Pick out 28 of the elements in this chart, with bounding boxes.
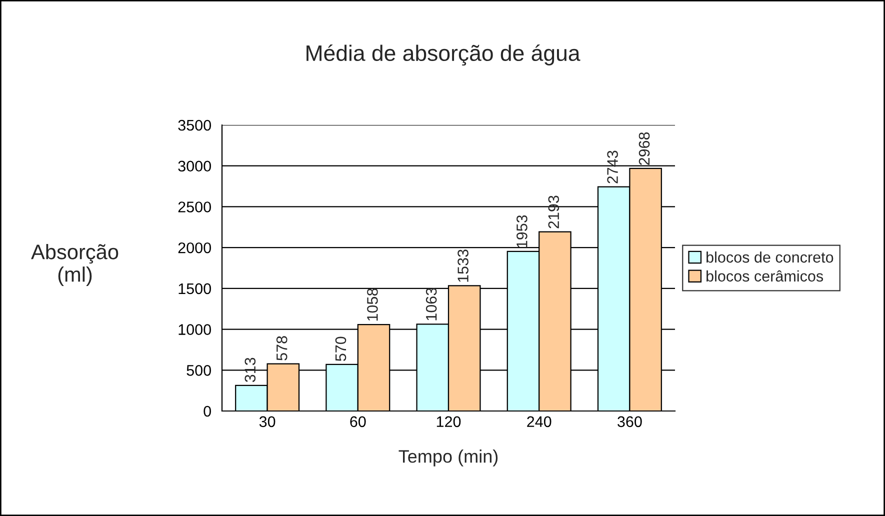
legend-label: blocos de concreto — [706, 251, 834, 263]
data-label: 570 — [335, 336, 346, 362]
y-tick-label: 3500 — [178, 120, 211, 131]
x-tick-label: 30 — [259, 416, 276, 428]
data-label: 2193 — [548, 196, 560, 228]
data-label: 1063 — [426, 288, 437, 320]
data-label: 578 — [276, 336, 288, 360]
chart-title: Média de absorção de água — [306, 44, 580, 66]
y-tick-label: 1500 — [178, 283, 211, 294]
data-label: 313 — [244, 358, 256, 382]
y-tick-label: 0 — [204, 406, 211, 417]
data-label: 1533 — [458, 250, 468, 282]
data-label: 2743 — [607, 150, 618, 184]
x-tick-label: 60 — [350, 416, 366, 428]
y-tick-label: 3000 — [178, 160, 211, 172]
y-tick-label: 2000 — [178, 242, 211, 254]
y-tick-label: 1000 — [178, 324, 211, 335]
x-tick-label: 360 — [618, 416, 642, 428]
data-label: 1058 — [367, 288, 378, 321]
data-label: 2968 — [638, 132, 650, 165]
y-tick-label: 500 — [186, 365, 211, 376]
x-axis-title: Tempo (min) — [398, 450, 498, 466]
y-tick-label: 2500 — [178, 202, 211, 212]
y-axis-title: Absorção (ml) — [31, 244, 118, 286]
x-tick-label: 240 — [527, 416, 552, 428]
data-label: 1953 — [516, 215, 528, 248]
legend-label: blocos cerâmicos — [706, 270, 824, 282]
x-tick-label: 120 — [436, 416, 461, 428]
